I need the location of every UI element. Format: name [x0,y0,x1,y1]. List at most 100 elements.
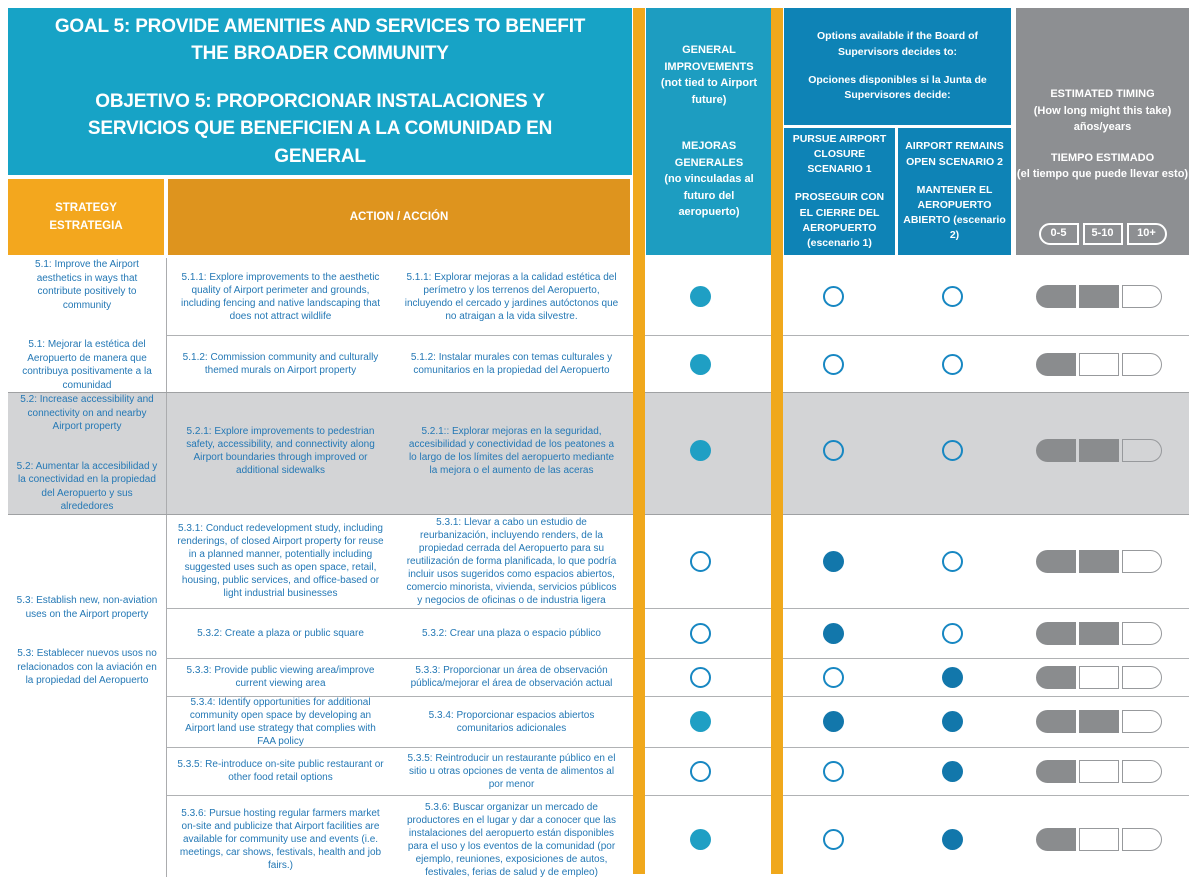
timing-seg-10plus [1121,665,1162,689]
timing-title-en: ESTIMATED TIMING [1050,88,1155,100]
matrix-body: 5.1: Improve the Airport aesthetics in w… [8,258,1189,877]
options-title-en: Options available if the Board of Superv… [816,30,979,58]
scenario1-column-header: PURSUE AIRPORT CLOSURE SCENARIO 1 PROSEG… [784,128,895,255]
general-improvement-dot [689,440,711,461]
scenario2-dot [942,711,963,732]
timing-seg-0-5 [1035,759,1076,783]
timing-seg-5-10 [1078,549,1119,573]
action-text-es: 5.1.2: Instalar murales con temas cultur… [410,352,613,376]
scenario2-dot [942,622,963,644]
action-text-en: 5.3.2: Create a plaza or public square [197,627,364,639]
general-improvement-dot [689,666,711,688]
timing-seg-5-10 [1078,439,1119,462]
scenario2-dot [942,550,963,572]
action-text-es: 5.3.2: Crear una plaza o espacio público [421,627,601,639]
timing-subtitle-es: (el tiempo que puede llevar esto) [1016,168,1189,180]
general-improvement-dot [689,353,711,375]
strategy-5-2-es: 5.2: Aumentar la accesibilidad y la cone… [16,460,158,513]
action-text-es: 5.3.5: Reintroducir un restaurante públi… [407,752,616,790]
scenario2-column-header: AIRPORT REMAINS OPEN SCENARIO 2 MANTENER… [898,128,1011,255]
timing-bucket-0-5: 0-5 [1038,222,1079,245]
general-improvement-dot [689,829,711,850]
strategy-5-3-en: 5.3: Establish new, non-aviation uses on… [16,595,158,620]
timing-seg-0-5 [1035,828,1076,851]
orange-divider-bar-left [633,8,645,874]
scenario1-dot [823,622,844,644]
scenario2-label-en: AIRPORT REMAINS OPEN SCENARIO 2 [905,140,1004,168]
options-title-es: Opciones disponibles si la Junta de Supe… [808,73,987,102]
action-row-5-3-2: 5.3.2: Create a plaza or public square 5… [167,607,1189,658]
timing-seg-0-5 [1035,352,1076,376]
scenario1-dot [823,711,844,732]
timing-seg-10plus [1121,710,1162,733]
strategy-column-header: STRATEGY ESTRATEGIA [8,179,164,255]
action-row-5-3-3: 5.3.3: Provide public viewing area/impro… [167,657,1189,696]
timing-seg-5-10 [1078,759,1119,783]
timing-subtitle-en: (How long might this take) [1033,104,1172,117]
strategy-5-2-en: 5.2: Increase accessibility and connecti… [20,394,154,432]
timing-seg-5-10 [1078,710,1119,733]
scenario1-dot [823,286,844,307]
timing-indicator [1035,285,1162,308]
general-improvement-dot [689,711,711,732]
strategy-cell-5-1: 5.1: Improve the Airport aesthetics in w… [8,258,167,392]
action-text-en: 5.3.1: Conduct redevelopment study, incl… [177,523,384,599]
scenario2-dot [942,286,963,307]
general-improvement-dot [689,550,711,572]
strategy-group-5-1: 5.1: Improve the Airport aesthetics in w… [8,258,1189,393]
goal-title-en: GOAL 5: PROVIDE AMENITIES AND SERVICES T… [54,15,586,65]
orange-divider-bar-right [771,8,783,874]
general-note-es: (no vinculadas al futuro del aeropuerto) [664,173,754,219]
timing-units: años/years [1073,121,1132,133]
timing-seg-0-5 [1035,439,1076,462]
timing-seg-5-10 [1078,285,1119,308]
action-text-es: 5.2.1:: Explorar mejoras en la seguridad… [408,425,615,476]
timing-seg-0-5 [1035,665,1076,689]
general-improvements-header: GENERAL IMPROVEMENTS (not tied to Airpor… [646,8,772,255]
strategy-5-1-en: 5.1: Improve the Airport aesthetics in w… [35,259,139,311]
action-row-5-3-1: 5.3.1: Conduct redevelopment study, incl… [167,515,1189,608]
strategy-cell-5-2: 5.2: Increase accessibility and connecti… [8,393,167,514]
scenario1-dot [823,760,844,782]
action-row-5-3-5: 5.3.5: Re-introduce on-site public resta… [167,746,1189,795]
action-column-header: ACTION / ACCIÓN [168,179,630,255]
timing-seg-0-5 [1035,549,1076,573]
action-text-es: 5.3.6: Buscar organizar un mercado de pr… [406,801,616,877]
action-text-en: 5.3.5: Re-introduce on-site public resta… [177,759,384,783]
timing-indicator [1035,549,1162,573]
strategy-cell-5-3: 5.3: Establish new, non-aviation uses on… [8,514,167,877]
timing-indicator [1035,665,1162,689]
strategy-label-es: ESTRATEGIA [49,220,123,232]
timing-seg-10plus [1121,759,1162,783]
timing-seg-5-10 [1078,665,1119,689]
scenario1-dot [823,550,844,572]
action-text-es: 5.3.1: Llevar a cabo un estudio de reurb… [406,516,617,606]
action-row-5-3-6: 5.3.6: Pursue hosting regular farmers ma… [167,794,1189,877]
timing-indicator [1035,828,1162,851]
timing-seg-0-5 [1035,285,1076,308]
action-row-5-1-2: 5.1.2: Commission community and cultural… [167,335,1189,392]
general-title-es: MEJORAS GENERALES [674,140,744,169]
general-improvement-dot [689,622,711,644]
timing-column-header: ESTIMATED TIMING (How long might this ta… [1016,8,1189,255]
action-text-en: 5.1.1: Explore improvements to the aesth… [180,271,381,322]
timing-seg-0-5 [1035,710,1076,733]
strategy-group-5-3: 5.3: Establish new, non-aviation uses on… [8,514,1189,877]
timing-seg-10plus [1121,439,1162,462]
timing-bucket-5-10: 5-10 [1082,222,1123,245]
scenario1-dot [823,666,844,688]
scenario2-label-es: MANTENER EL AEROPUERTO ABIERTO (escenari… [903,183,1006,242]
timing-indicator [1035,759,1162,783]
options-header: Options available if the Board of Superv… [784,8,1011,125]
scenario1-label-es: PROSEGUIR CON EL CIERRE DEL AEROPUERTO (… [794,191,885,250]
scenario2-dot [942,760,963,782]
timing-seg-10plus [1121,352,1162,376]
strategy-5-1-es: 5.1: Mejorar la estética del Aeropuerto … [22,339,152,391]
action-row-5-3-4: 5.3.4: Identify opportunities for additi… [167,695,1189,747]
action-row-5-1-1: 5.1.1: Explore improvements to the aesth… [167,258,1189,335]
general-note-en: (not tied to Airport future) [660,77,758,106]
strategy-label-en: STRATEGY [55,201,117,214]
timing-seg-10plus [1121,549,1162,573]
timing-seg-5-10 [1078,621,1119,645]
